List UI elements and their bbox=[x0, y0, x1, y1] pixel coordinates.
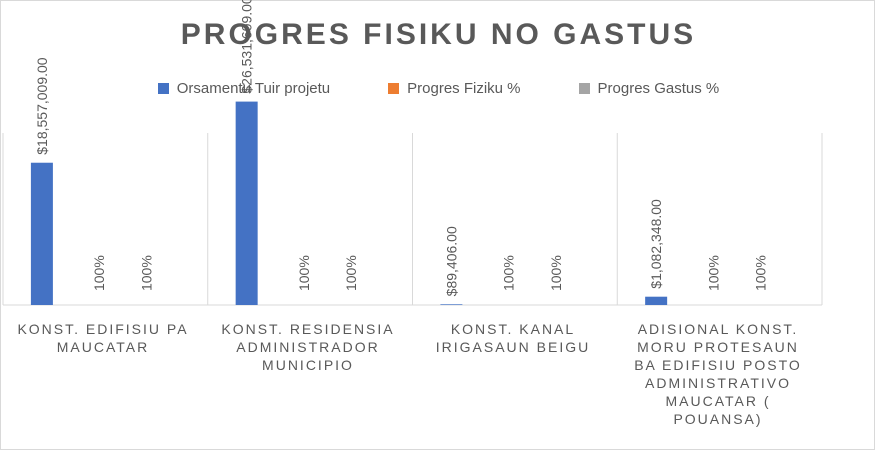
bar-1-4 bbox=[645, 296, 668, 305]
x-tick-label-4: ADISIONAL KONST. MORU PROTESAUN BA EDIFI… bbox=[634, 321, 802, 427]
legend-label-budget: Orsamentu Tuir projetu bbox=[176, 80, 331, 97]
x-tick-label-3: KONST. KANAL IRIGASAUN BEIGU bbox=[435, 321, 591, 355]
data-label-1-1: $18,557,009.00 bbox=[34, 57, 50, 155]
legend-swatch-expense-progress bbox=[578, 83, 590, 94]
x-tick-label-1: KONST. EDIFISIU PA MAUCATAR bbox=[17, 321, 189, 355]
bar-1-1 bbox=[30, 162, 53, 305]
data-label-2-1: 100% bbox=[91, 255, 107, 291]
legend-label-expense-progress: Progres Gastus % bbox=[597, 80, 720, 97]
legend-swatch-physical-progress bbox=[388, 83, 400, 94]
data-label-2-4: 100% bbox=[705, 255, 721, 291]
data-label-3-1: 100% bbox=[138, 255, 154, 291]
bar-1-3 bbox=[440, 304, 463, 305]
data-label-3-2: 100% bbox=[343, 255, 359, 291]
legend: Orsamentu Tuir projetu Progres Fiziku % … bbox=[0, 80, 877, 97]
legend-swatch-budget bbox=[157, 83, 169, 94]
legend-item-physical-progress: Progres Fiziku % bbox=[388, 80, 521, 97]
data-label-2-3: 100% bbox=[501, 255, 517, 291]
legend-item-budget: Orsamentu Tuir projetu bbox=[157, 80, 331, 97]
legend-item-expense-progress: Progres Gastus % bbox=[578, 80, 720, 97]
data-label-1-4: $1,082,348.00 bbox=[648, 199, 664, 289]
data-label-1-3: $89,406.00 bbox=[443, 226, 459, 296]
data-label-1-2: $26,531,609.00 bbox=[239, 0, 255, 94]
chart-title: PROGRES FISIKU NO GASTUS bbox=[180, 18, 697, 51]
x-tick-label-2: KONST. RESIDENSIA ADMINISTRADOR MUNICIPI… bbox=[221, 321, 395, 373]
bar-1-2 bbox=[235, 101, 258, 305]
data-label-3-4: 100% bbox=[753, 255, 769, 291]
legend-label-physical-progress: Progres Fiziku % bbox=[407, 80, 521, 97]
data-label-2-2: 100% bbox=[296, 255, 312, 291]
data-label-3-3: 100% bbox=[548, 255, 564, 291]
